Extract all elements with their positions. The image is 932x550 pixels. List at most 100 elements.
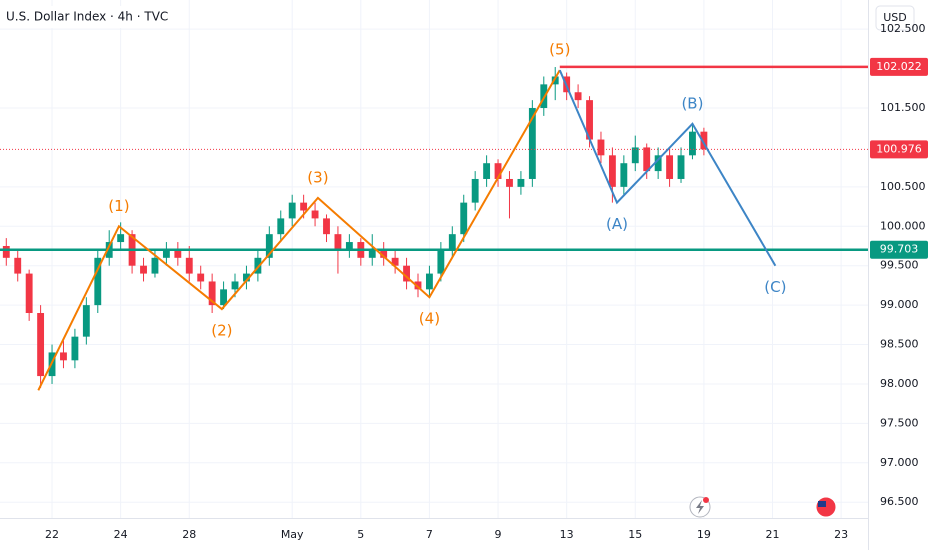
x-tick-label: 19	[697, 528, 711, 541]
wave-label: (2)	[211, 322, 232, 340]
wave-label: (C)	[764, 278, 786, 296]
candle-body	[243, 273, 250, 282]
candle-body	[14, 257, 22, 274]
y-tick-label: 96.500	[880, 495, 919, 508]
candle-body	[425, 273, 433, 290]
y-tick-label: 99.500	[880, 259, 919, 272]
y-tick-label: 97.500	[880, 416, 919, 429]
price-tag-label: 100.976	[876, 142, 922, 155]
price-tag-label: 102.022	[876, 60, 922, 73]
candle-body	[631, 147, 639, 164]
candle-body	[140, 265, 147, 274]
candle-body	[60, 352, 67, 361]
candle-body	[185, 257, 193, 274]
candle-body	[574, 92, 582, 101]
candle-body	[345, 242, 353, 250]
y-tick-label: 101.500	[880, 101, 926, 114]
price-tag	[870, 140, 928, 159]
candle-body	[37, 313, 45, 377]
event-dot	[703, 497, 709, 503]
candle-body	[700, 131, 708, 150]
candle-body	[277, 218, 285, 235]
x-tick-label: 13	[560, 528, 574, 541]
wave-line	[558, 69, 777, 267]
candle-body	[414, 281, 422, 290]
candle-body	[528, 108, 536, 179]
candle-body	[666, 155, 674, 179]
candle-body	[2, 245, 10, 258]
candle-body	[323, 218, 330, 235]
candle-body	[174, 249, 182, 258]
candle-body	[471, 178, 479, 203]
candle-body	[620, 163, 628, 187]
candle-body	[288, 202, 296, 219]
title-bg	[0, 6, 170, 28]
candle-body	[265, 234, 273, 258]
candle-body	[643, 147, 651, 172]
x-tick-label: 22	[45, 528, 59, 541]
x-tick-label: 9	[495, 528, 502, 541]
wave-label: (A)	[606, 215, 628, 233]
wave-line	[37, 69, 561, 391]
y-tick-label: 98.000	[880, 377, 919, 390]
wave-label: (4)	[419, 310, 440, 328]
x-tick-label: 5	[357, 528, 364, 541]
x-tick-label: 24	[114, 528, 128, 541]
price-tag	[870, 240, 928, 259]
candle-body	[597, 139, 605, 156]
currency[interactable]: USD	[883, 11, 907, 24]
wave-label: (3)	[307, 168, 328, 186]
candle-body	[254, 257, 262, 274]
y-tick-label: 97.000	[880, 456, 919, 469]
candle-body	[689, 131, 696, 156]
x-tick-label: 7	[426, 528, 433, 541]
x-tick-label: 23	[834, 528, 848, 541]
y-tick-label: 100.000	[880, 219, 926, 232]
candle-body	[448, 234, 456, 250]
candle-body	[654, 155, 662, 172]
chart-title: U.S. Dollar Index · 4h · TVC	[6, 10, 168, 24]
candle-body	[506, 178, 513, 187]
candle-body	[483, 163, 491, 179]
event-icon-bolt	[696, 500, 704, 514]
candle-body	[608, 155, 616, 187]
candle-body	[551, 76, 559, 85]
y-tick-label: 102.500	[880, 22, 926, 35]
candle-body	[25, 273, 33, 314]
candle-body	[311, 210, 319, 219]
candle-body	[677, 155, 685, 179]
candle-body	[94, 257, 102, 306]
wave-label: (1)	[108, 197, 129, 215]
price-tag	[870, 57, 928, 76]
candle-body	[220, 289, 228, 306]
candle-body	[380, 249, 388, 258]
x-tick-label: May	[281, 528, 304, 541]
candle-body	[151, 257, 159, 274]
wave-label: (B)	[681, 94, 703, 112]
candle-body	[334, 234, 342, 250]
x-tick-label: 15	[628, 528, 642, 541]
candle-body	[494, 163, 502, 179]
candle-body	[208, 281, 216, 306]
candle-body	[197, 273, 205, 282]
candle-body	[71, 336, 79, 361]
candle-body	[162, 249, 170, 258]
candle-body	[437, 249, 445, 274]
wave-label: (5)	[549, 41, 570, 59]
candle-body	[117, 234, 125, 243]
candle-body	[300, 202, 308, 211]
candle-body	[391, 257, 399, 266]
flag-canton	[818, 501, 826, 507]
candle-body	[82, 305, 90, 337]
plot	[0, 65, 868, 391]
candle-body	[586, 100, 593, 140]
x-tick-label: 21	[766, 528, 780, 541]
candle-body	[231, 281, 239, 290]
candle-body	[460, 202, 468, 235]
x-tick-label: 28	[182, 528, 196, 541]
y-tick-label: 100.500	[880, 180, 926, 193]
price-tag-label: 99.703	[880, 243, 919, 256]
currency-button[interactable]	[875, 5, 915, 31]
